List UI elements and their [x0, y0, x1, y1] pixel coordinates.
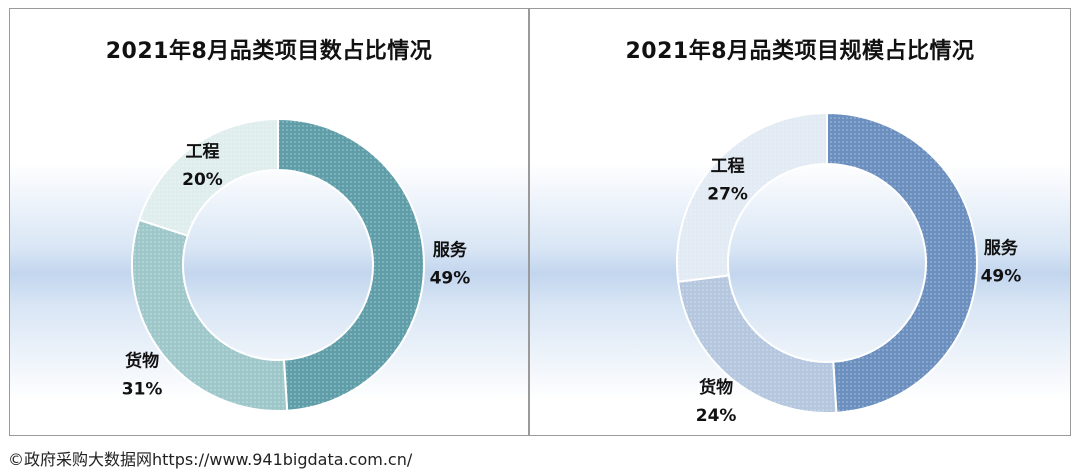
- chart-panel-item-count: 2021年8月品类项目数占比情况 服务 49% 货物 31% 工程 20%: [9, 8, 529, 436]
- slice-category-label: 货物: [125, 350, 159, 371]
- slice-category-label: 工程: [711, 156, 745, 176]
- slice-percent-label: 31%: [122, 379, 163, 399]
- slice-category-label: 工程: [185, 142, 219, 162]
- chart-title: 2021年8月品类项目规模占比情况: [625, 39, 975, 64]
- slice-percent-label: 49%: [981, 267, 1022, 287]
- slice-category-label: 服务: [984, 238, 1019, 259]
- donut-slice-texture-0: [278, 119, 425, 411]
- donut-slice-texture-2: [139, 119, 278, 236]
- donut-slice-texture-1: [131, 219, 288, 412]
- donut-slice-texture-1: [678, 275, 837, 413]
- slice-percent-label: 24%: [696, 406, 737, 426]
- slice-percent-label: 49%: [430, 269, 471, 289]
- donut-slice-texture-0: [827, 113, 978, 413]
- slice-percent-label: 27%: [707, 184, 748, 204]
- slice-category-label: 货物: [699, 377, 733, 398]
- chart-panel-item-scale: 2021年8月品类项目规模占比情况 服务 49% 货物 24% 工程 27%: [529, 8, 1071, 436]
- chart-title: 2021年8月品类项目数占比情况: [105, 39, 433, 64]
- slice-percent-label: 20%: [182, 170, 223, 190]
- donut-chart-item-scale: 服务 49% 货物 24% 工程 27%: [676, 111, 1022, 426]
- slice-category-label: 服务: [433, 240, 468, 261]
- donut-slice-texture-2: [677, 113, 827, 282]
- source-credit: ©政府采购大数据网https://www.941bigdata.com.cn/: [8, 450, 413, 469]
- donut-chart-item-count: 服务 49% 货物 31% 工程 20%: [122, 117, 471, 412]
